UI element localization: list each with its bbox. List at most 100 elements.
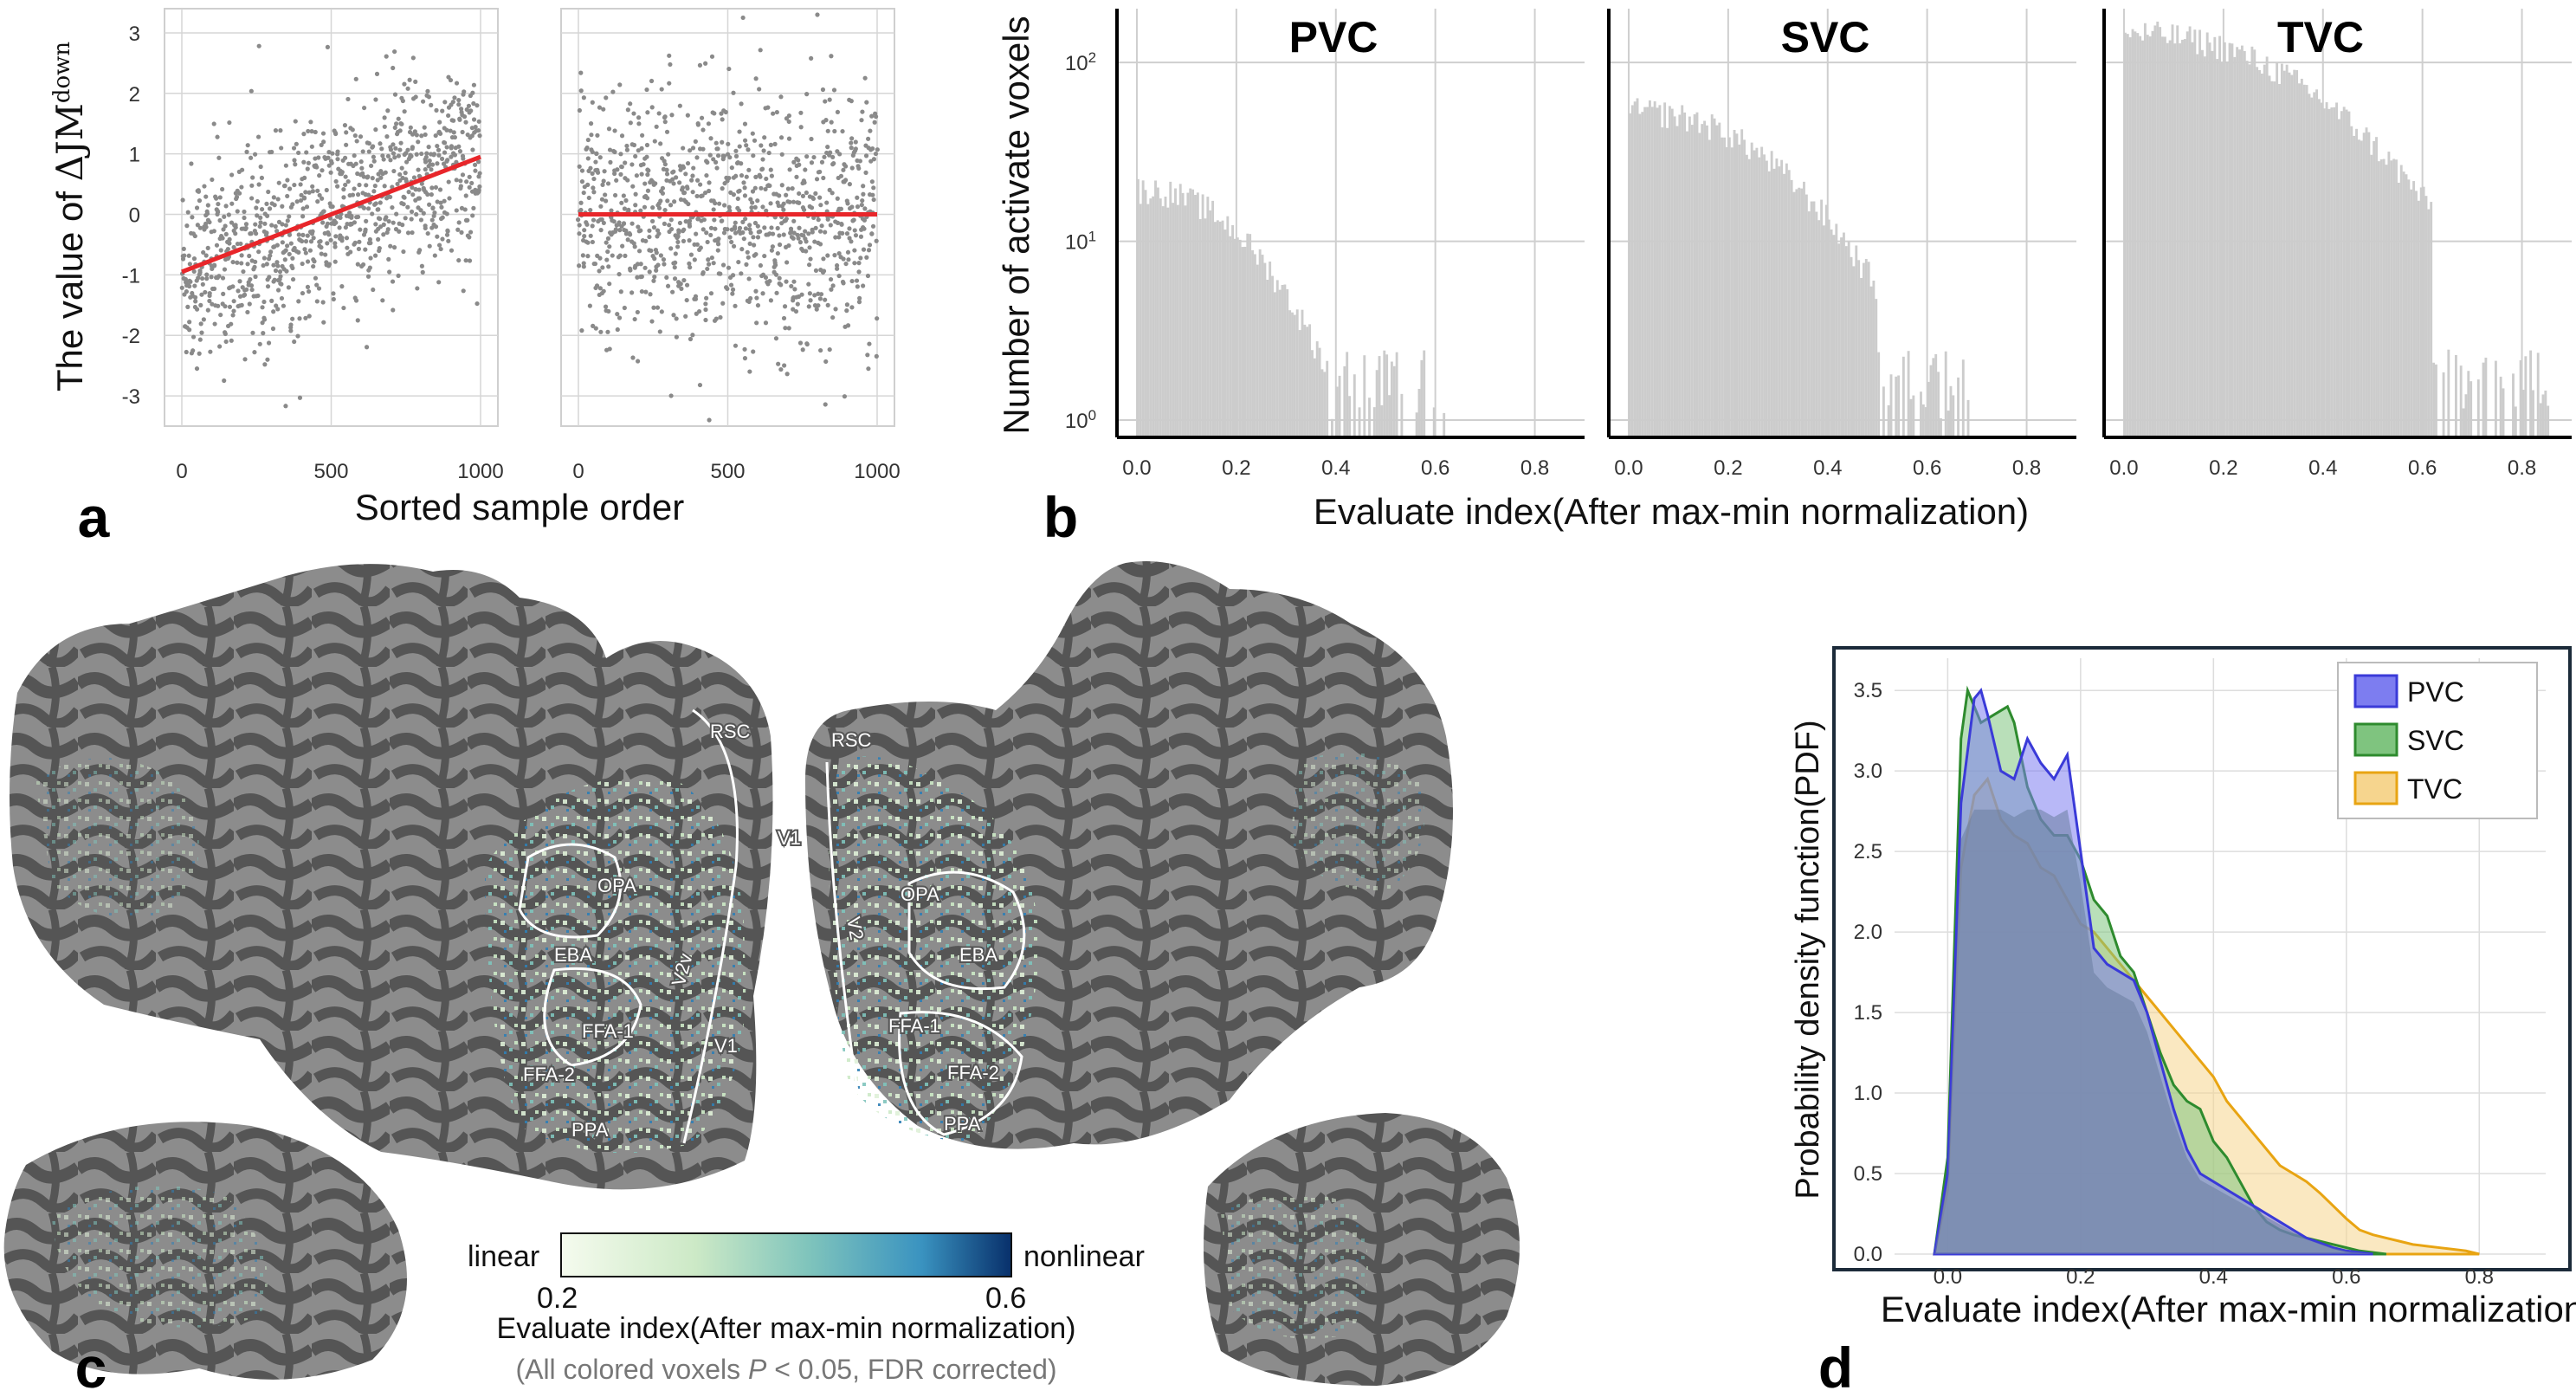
scatter-point [849,305,855,310]
histogram-bar [2278,83,2281,438]
scatter-point [440,108,445,113]
colorbar [560,1232,1012,1277]
scatter-point [831,161,836,166]
scatter-point [862,217,868,223]
scatter-point [381,222,386,227]
scatter-point [849,204,855,210]
scatter-point [345,96,351,102]
scatter-point [871,185,876,191]
histogram-bar [1323,372,1327,437]
scatter-point [597,105,603,110]
histogram-bar [2223,42,2226,437]
scatter-point [732,224,738,230]
scatter-point [857,295,862,301]
scatter-point [332,241,338,246]
scatter-point [578,200,584,205]
scatter-point [688,336,694,342]
scatter-point [660,185,666,191]
scatter-point [216,303,221,308]
histogram-bar [1944,351,1947,437]
scatter-point [313,163,319,168]
scatter-point [774,109,779,115]
scatter-point [847,226,852,231]
scatter-point [731,90,736,95]
scatter-point [603,192,608,197]
histogram-bar [1952,395,1955,437]
histogram-bar [2300,78,2303,438]
histogram-bar [1400,393,1404,437]
histogram-bar [1721,137,1724,438]
scatter-point [852,261,857,266]
scatter-point [813,191,818,196]
scatter-point [870,146,875,152]
scatter-point [681,227,687,232]
scatter-point [623,228,629,233]
histogram-bar [2462,408,2465,437]
scatter-point [642,204,648,210]
scatter-point [352,133,358,139]
scatter-point [292,158,297,163]
histogram-bar [1920,391,1922,437]
histogram-bar [2228,42,2231,437]
scatter-point [278,128,283,133]
scatter-point [577,223,582,228]
scatter-point [806,304,811,309]
scatter-point [856,300,862,305]
scatter-point [671,181,676,186]
scatter-point [713,316,719,321]
scatter-point [257,341,262,346]
scatter-point [235,209,240,214]
histogram-bar [1363,355,1366,437]
scatter-point [221,291,226,296]
histogram-bar [1912,395,1915,437]
scatter-point [705,266,710,272]
scatter-point [804,341,810,347]
scatter-point [436,147,442,152]
histogram-bar [2322,108,2326,437]
scatter-point [199,292,204,297]
scatter-point [680,185,686,191]
scatter-point [383,170,388,175]
scatter-point [579,179,585,184]
scatter-point [456,220,462,225]
scatter-point [861,283,866,288]
significance-note: (All colored voxels P < 0.05, FDR correc… [515,1354,1056,1385]
scatter-point [791,236,796,241]
x-tick-label: 0.8 [2012,456,2041,480]
histogram-bar [1940,418,1942,437]
scatter-point [720,301,726,306]
histogram-bar [2362,133,2366,438]
histogram-bar [2410,189,2413,438]
scatter-point [793,308,799,314]
scatter-point [823,359,829,365]
histogram-bar [2313,92,2316,438]
scatter-point [823,99,828,104]
scatter-point [302,175,307,180]
scatter-point [579,168,585,173]
histogram-bar [1823,225,1825,437]
scatter-point [853,233,859,238]
scatter-point [284,268,289,274]
scatter-point [300,238,305,244]
scatter-point [781,315,787,321]
scatter-point [229,321,234,327]
scatter-point [760,204,765,210]
scatter-point [400,223,405,228]
fit-line-left [181,154,481,275]
scatter-point [429,102,434,107]
histogram-bar [2285,64,2289,437]
scatter-point [464,179,469,184]
scatter-point [275,307,281,312]
scatter-point [319,251,324,256]
scatter-point [325,221,330,226]
scatter-point [778,282,784,288]
panel-b-xlabel: Evaluate index(After max-min normalizati… [1314,491,2029,532]
scatter-point [619,165,624,170]
scatter-point [786,243,791,249]
histogram-bar [1189,188,1192,437]
scatter-point [457,149,463,154]
scatter-point [819,159,825,165]
scatter-point [183,276,188,282]
scatter-point [249,88,254,94]
